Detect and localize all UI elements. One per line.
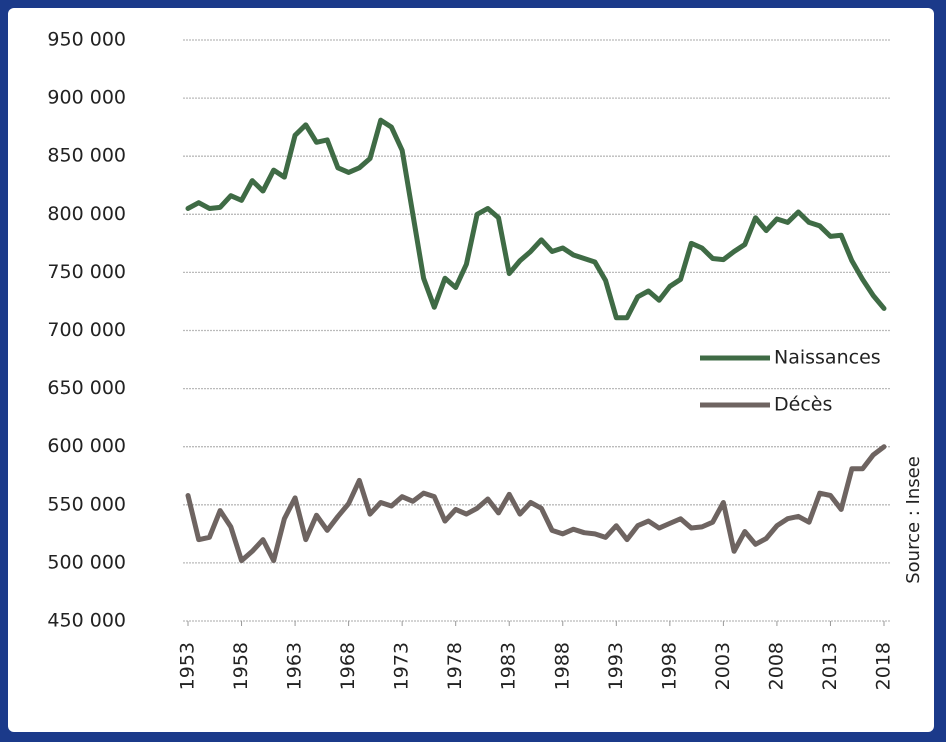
- x-tick-label: 1958: [230, 642, 252, 690]
- y-tick-label: 800 000: [47, 203, 126, 225]
- y-tick-label: 950 000: [47, 29, 126, 51]
- y-tick-label: 700 000: [47, 319, 126, 341]
- legend-label: Décès: [774, 394, 832, 416]
- x-tick-label: 1963: [284, 642, 306, 690]
- x-tick-label: 1953: [177, 642, 199, 690]
- source-note: Source : Insee: [903, 456, 924, 584]
- x-tick-label: 1998: [658, 642, 680, 690]
- x-tick-label: 1993: [605, 642, 627, 690]
- series-line: [185, 117, 887, 321]
- y-tick-label: 450 000: [47, 610, 126, 632]
- y-tick-label: 500 000: [47, 551, 126, 573]
- x-tick-label: 2018: [873, 642, 895, 690]
- panel: [8, 8, 934, 732]
- x-tick-label: 2003: [712, 642, 734, 690]
- y-tick-label: 650 000: [47, 377, 126, 399]
- x-tick-label: 1988: [551, 642, 573, 690]
- x-tick-label: 2008: [765, 642, 787, 690]
- x-tick-label: 1978: [444, 642, 466, 690]
- legend-label: Naissances: [774, 347, 881, 369]
- series-line: [185, 444, 887, 564]
- x-tick-label: 1983: [498, 642, 520, 690]
- y-tick-label: 600 000: [47, 435, 126, 457]
- x-tick-label: 1973: [391, 642, 413, 690]
- y-tick-label: 550 000: [47, 493, 126, 515]
- x-tick-label: 1968: [337, 642, 359, 690]
- y-tick-label: 750 000: [47, 261, 126, 283]
- y-tick-label: 850 000: [47, 145, 126, 167]
- y-tick-label: 900 000: [47, 87, 126, 109]
- x-tick-label: 2013: [819, 642, 841, 690]
